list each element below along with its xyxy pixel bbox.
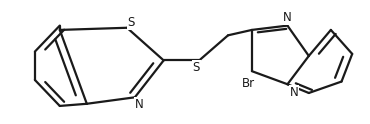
Text: S: S (193, 61, 200, 74)
Text: N: N (135, 98, 144, 111)
Text: S: S (128, 16, 135, 29)
Text: Br: Br (242, 77, 255, 90)
Text: N: N (283, 11, 292, 24)
Text: N: N (289, 86, 298, 99)
